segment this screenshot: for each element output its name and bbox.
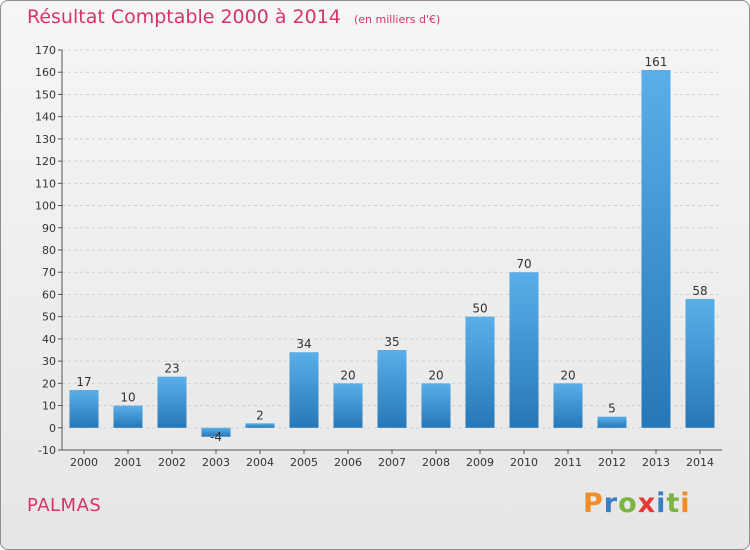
- x-tick-label: 2011: [554, 456, 582, 469]
- x-axis-ticks: 2000 2001 2002 2003 2004 2005 2006 2007 2008 2009…: [70, 450, 714, 469]
- data-label: 20: [560, 368, 575, 382]
- logo-letter: t: [666, 488, 681, 519]
- data-label: 20: [428, 368, 443, 382]
- data-label: 20: [340, 368, 355, 382]
- y-tick-label: 130: [35, 133, 56, 146]
- x-tick-label: 2009: [466, 456, 494, 469]
- logo-letter: P: [583, 488, 604, 519]
- y-tick-label: -10: [38, 444, 56, 457]
- y-tick-label: 170: [35, 44, 56, 57]
- bar: [509, 272, 539, 428]
- bar: [553, 383, 583, 428]
- bar: [201, 427, 231, 437]
- y-tick-label: 120: [35, 155, 56, 168]
- data-label: 50: [472, 302, 487, 316]
- y-tick-label: 40: [42, 333, 56, 346]
- y-tick-label: 10: [42, 400, 56, 413]
- data-label: 2: [256, 408, 264, 422]
- bar: [157, 376, 187, 428]
- data-label: 5: [608, 402, 616, 416]
- logo-letter: x: [637, 488, 657, 519]
- bars: [69, 70, 715, 437]
- bar: [685, 298, 715, 428]
- data-label: 23: [164, 362, 179, 376]
- y-tick-label: 90: [42, 222, 56, 235]
- y-tick-label: 140: [35, 111, 56, 124]
- data-label: 161: [645, 55, 668, 69]
- data-labels: 17 10 23 -4 2 34 20 35 20 50 70 20 5 161 58: [76, 55, 707, 444]
- x-tick-label: 2001: [114, 456, 142, 469]
- title-row: Résultat Comptable 2000 à 2014 (en milli…: [27, 6, 440, 28]
- logo-letter: o: [618, 488, 638, 519]
- x-tick-label: 2008: [422, 456, 450, 469]
- x-tick-label: 2002: [158, 456, 186, 469]
- y-tick-label: 20: [42, 377, 56, 390]
- x-tick-label: 2000: [70, 456, 98, 469]
- data-label: 35: [384, 335, 399, 349]
- x-tick-label: 2014: [686, 456, 714, 469]
- x-tick-label: 2004: [246, 456, 274, 469]
- data-label: 58: [692, 284, 707, 298]
- logo-letter: r: [603, 488, 619, 519]
- proxiti-logo: Proxiti: [583, 488, 691, 519]
- data-label: -4: [210, 430, 222, 444]
- bar: [113, 405, 143, 428]
- y-tick-label: 100: [35, 200, 56, 213]
- bar: [69, 390, 99, 428]
- x-tick-label: 2013: [642, 456, 670, 469]
- y-tick-label: 150: [35, 88, 56, 101]
- y-tick-label: 70: [42, 266, 56, 279]
- x-tick-label: 2012: [598, 456, 626, 469]
- y-tick-label: 60: [42, 288, 56, 301]
- data-label: 10: [120, 391, 135, 405]
- bar: [245, 423, 275, 428]
- y-tick-label: 80: [42, 244, 56, 257]
- bar: [641, 70, 671, 428]
- y-axis-ticks: -10 0 10 20 30 40 50 60 70 80 90 100 110 120 130 140 150…: [35, 44, 62, 457]
- y-tick-label: 0: [49, 422, 56, 435]
- data-label: 70: [516, 257, 531, 271]
- bar: [421, 383, 451, 428]
- y-tick-label: 30: [42, 355, 56, 368]
- x-tick-label: 2007: [378, 456, 406, 469]
- bar: [377, 350, 407, 428]
- data-label: 17: [76, 375, 91, 389]
- y-tick-label: 50: [42, 311, 56, 324]
- bar: [333, 383, 363, 428]
- bar: [465, 316, 495, 428]
- y-tick-label: 110: [35, 177, 56, 190]
- y-tick-label: 160: [35, 66, 56, 79]
- commune-name: PALMAS: [27, 495, 102, 516]
- logo-letter: i: [656, 488, 667, 519]
- bar: [289, 352, 319, 428]
- x-tick-label: 2003: [202, 456, 230, 469]
- bar: [597, 416, 627, 428]
- x-tick-label: 2006: [334, 456, 362, 469]
- chart-title: Résultat Comptable 2000 à 2014: [27, 6, 341, 28]
- logo-letter: i: [680, 488, 691, 519]
- chart-subtitle: (en milliers d'€): [353, 13, 441, 26]
- x-tick-label: 2005: [290, 456, 318, 469]
- data-label: 34: [296, 337, 311, 351]
- x-tick-label: 2010: [510, 456, 538, 469]
